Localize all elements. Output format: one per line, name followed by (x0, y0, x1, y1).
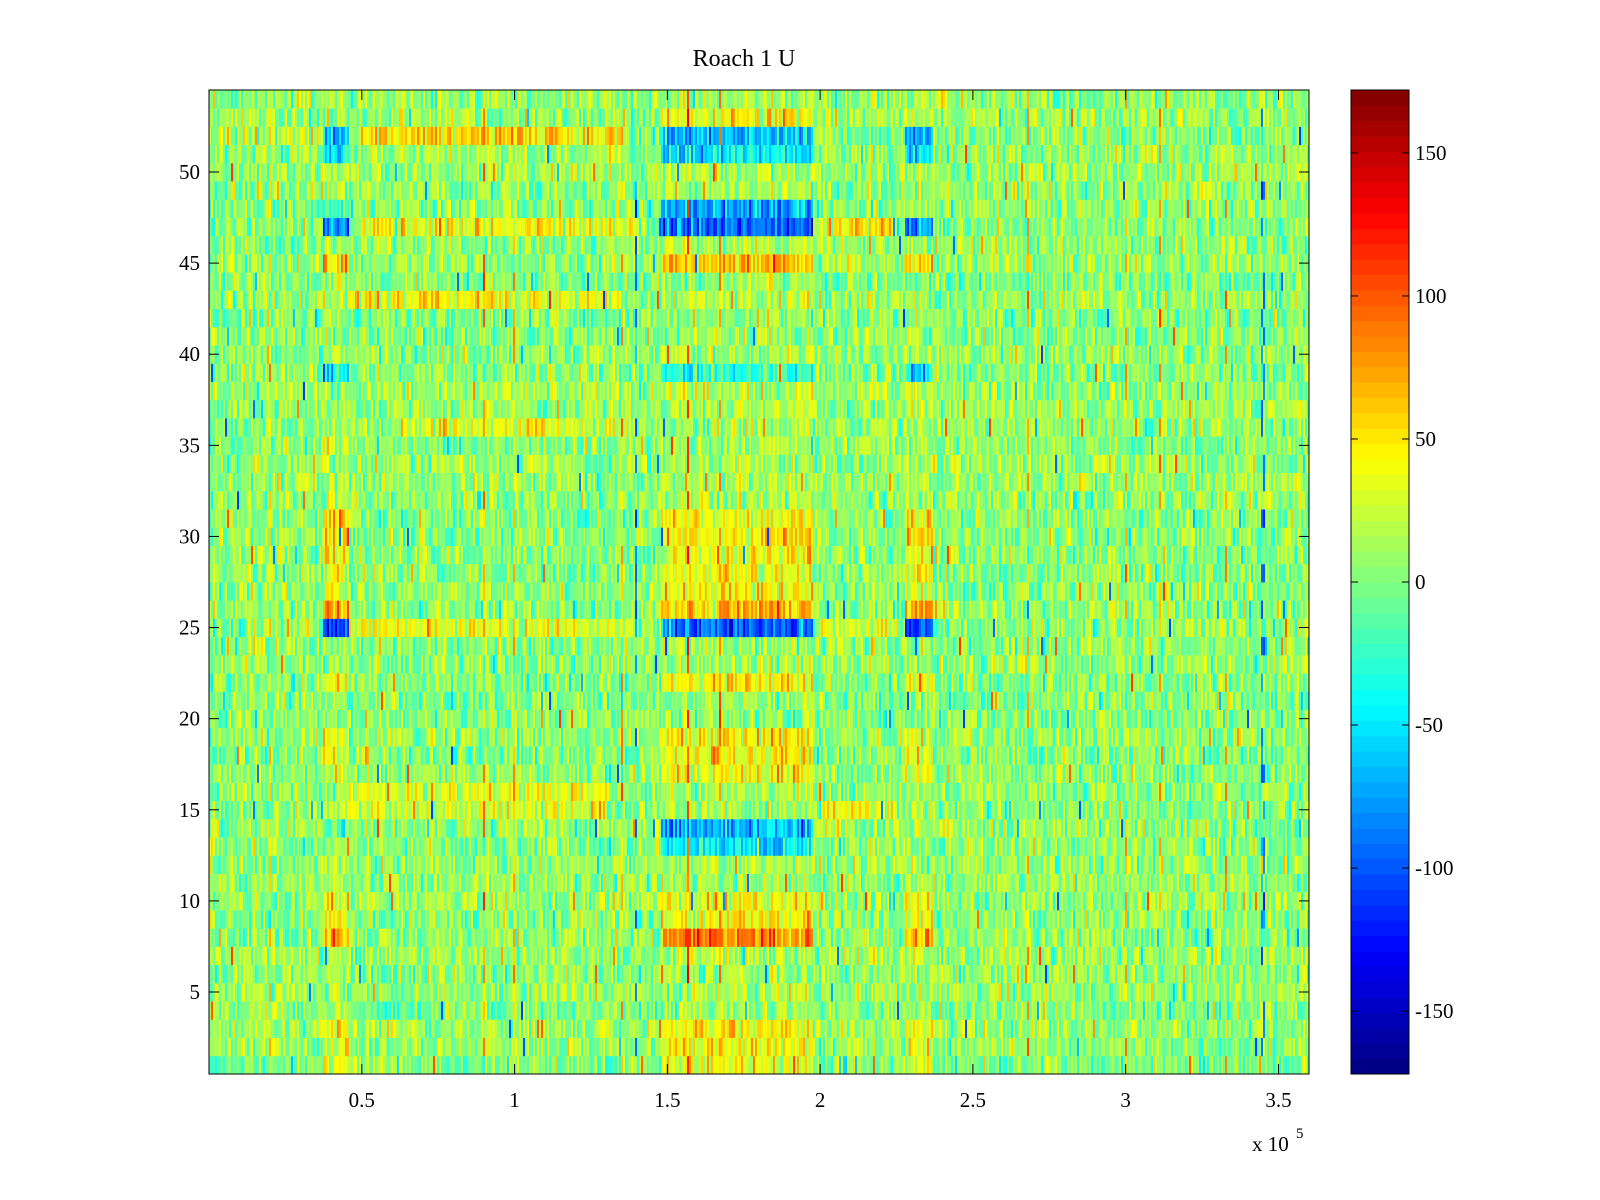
chart-title: Roach 1 U (693, 46, 796, 72)
heatmap-row (209, 1056, 1310, 1075)
heatmap-row (209, 928, 1310, 947)
heatmap-row (209, 946, 1310, 965)
heatmap-row (209, 983, 1310, 1002)
heatmap-row (209, 1001, 1310, 1020)
heatmap-cells (209, 90, 1310, 1074)
heatmap-row (209, 1019, 1310, 1038)
heatmap-row (209, 910, 1310, 929)
heatmap-row (209, 1038, 1310, 1057)
heatmap-row (209, 965, 1310, 984)
